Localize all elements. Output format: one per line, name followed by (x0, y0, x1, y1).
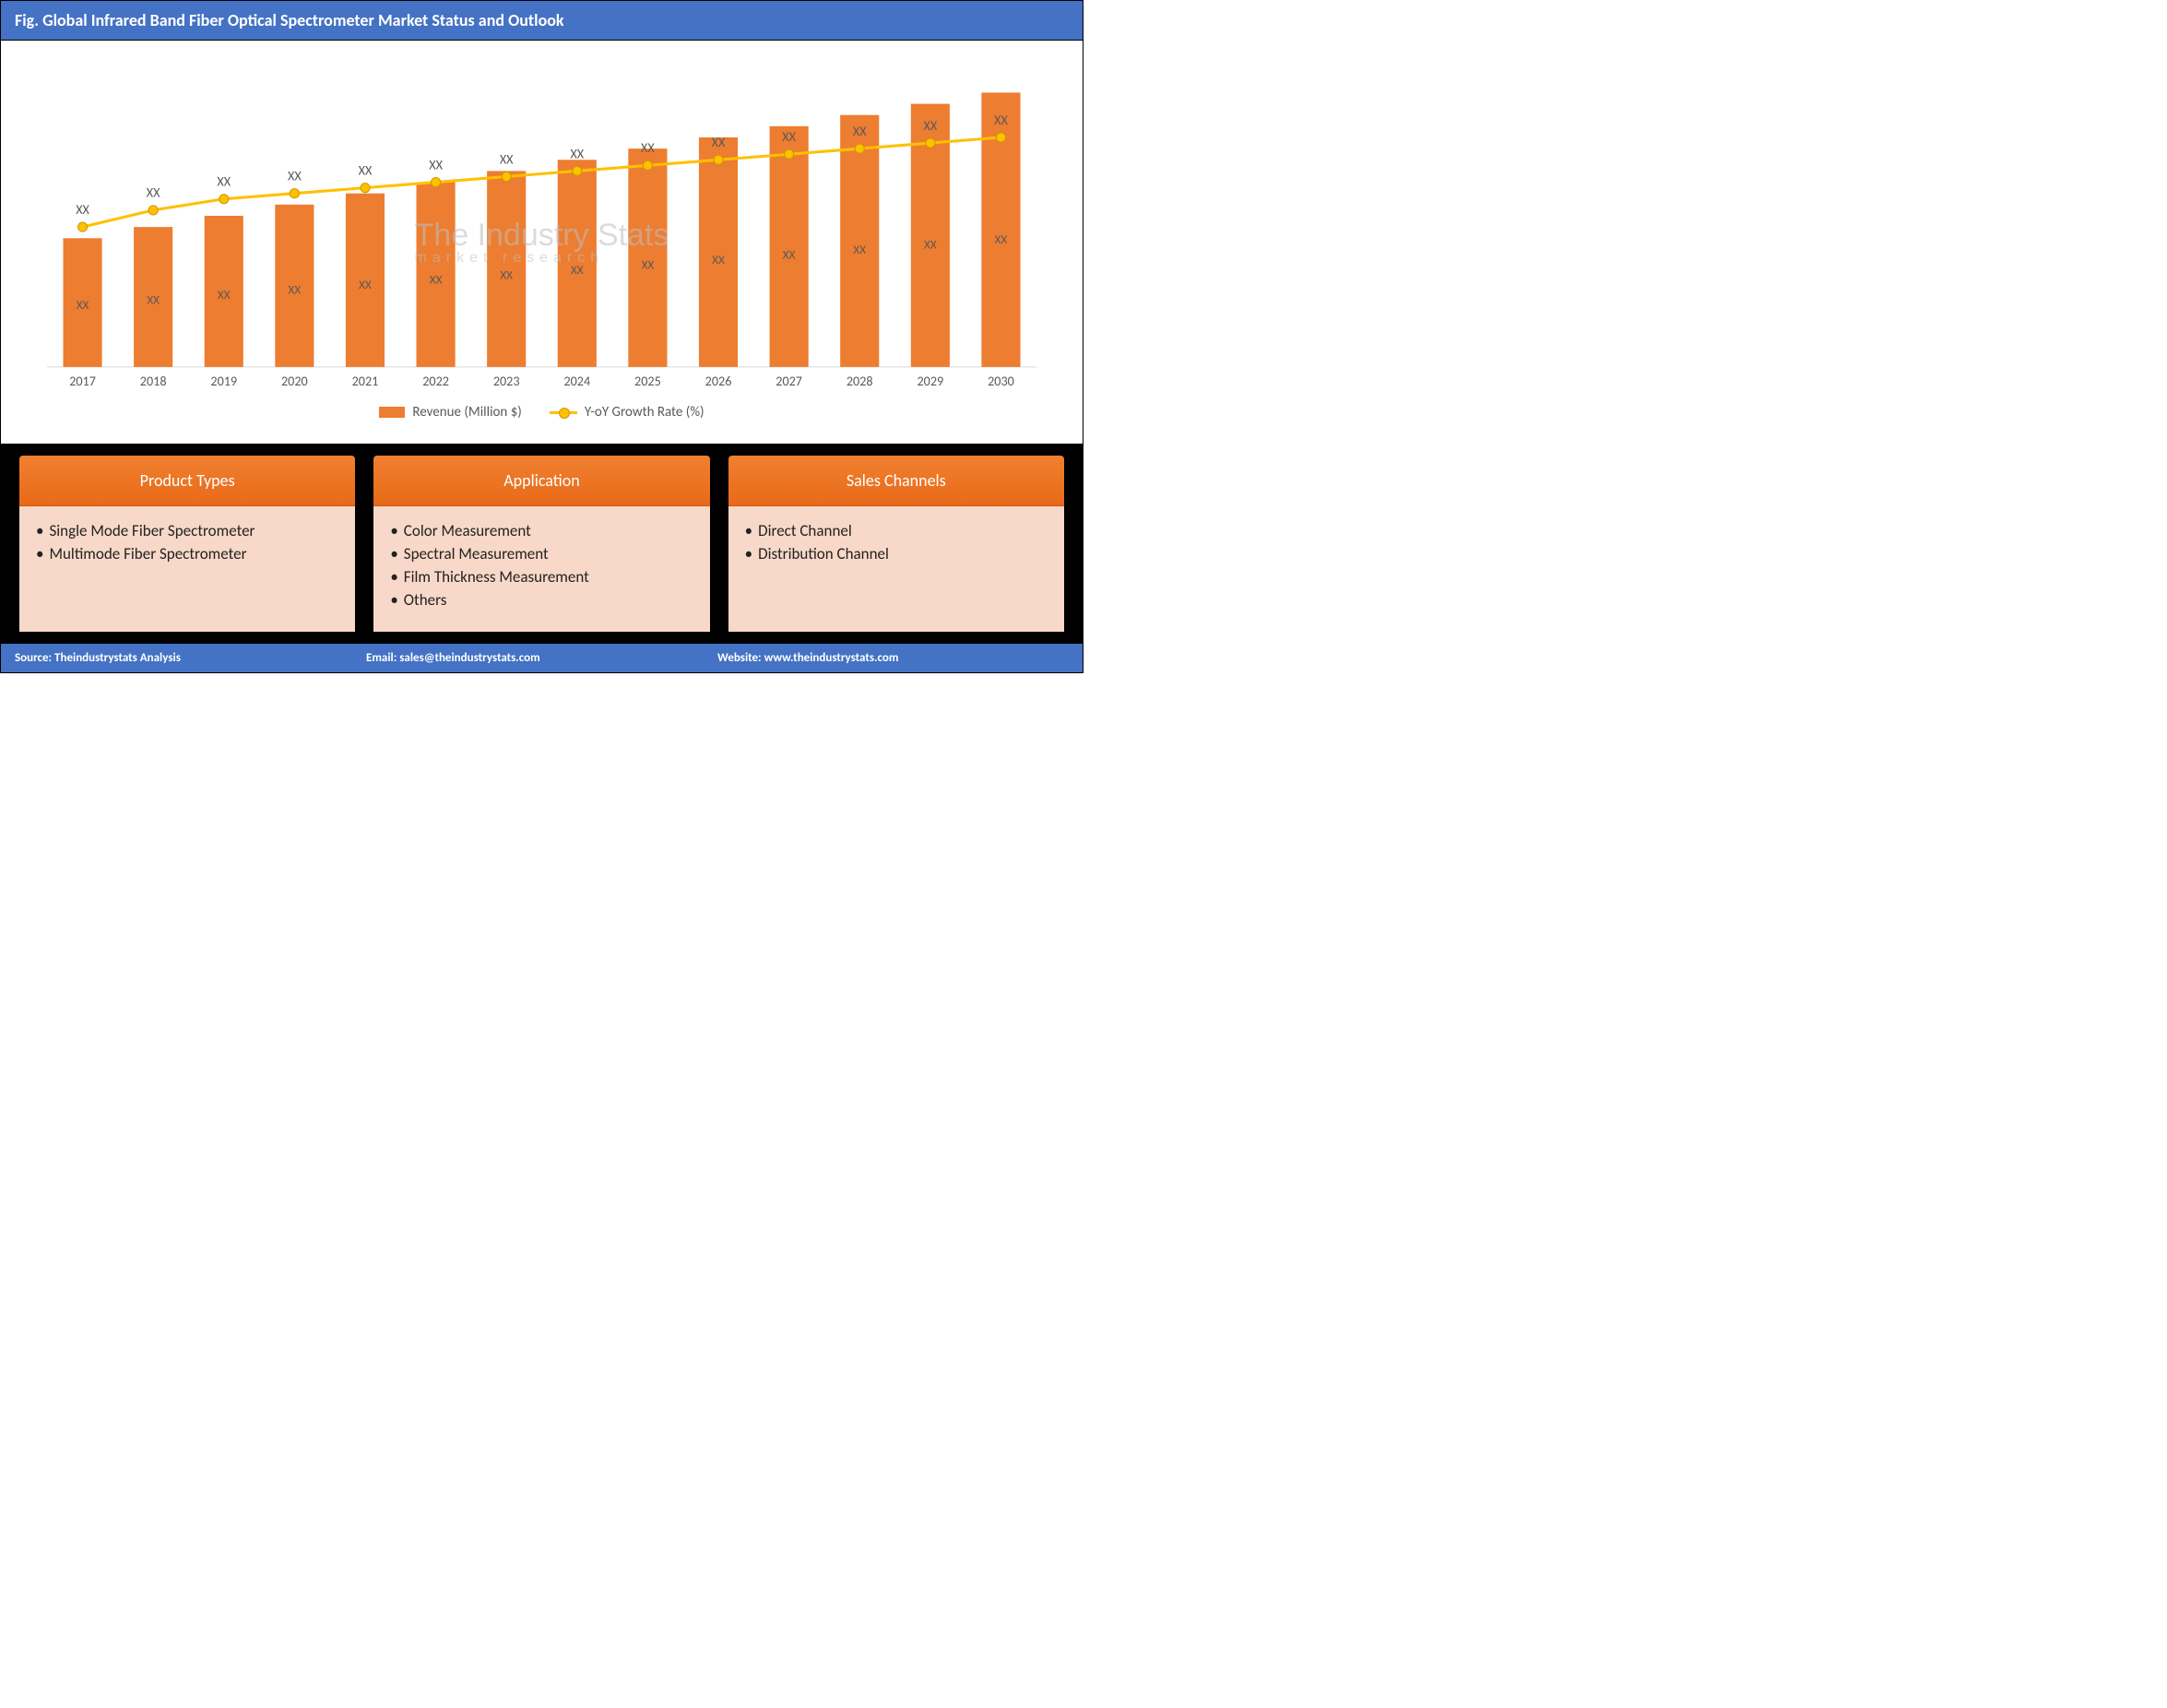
svg-text:XX: XX (77, 297, 89, 313)
svg-text:XX: XX (359, 277, 372, 292)
svg-text:XX: XX (218, 287, 231, 302)
card-body: Single Mode Fiber SpectrometerMultimode … (19, 506, 355, 632)
card-list: Direct ChannelDistribution Channel (745, 519, 1048, 565)
svg-text:XX: XX (853, 242, 866, 257)
card-body: Color MeasurementSpectral MeasurementFil… (373, 506, 709, 632)
figure-title: Fig. Global Infrared Band Fiber Optical … (15, 10, 564, 30)
footer-source: Source: Theindustrystats Analysis (15, 651, 366, 665)
list-item: Film Thickness Measurement (390, 565, 693, 588)
card-header: Product Types (19, 456, 355, 506)
svg-text:XX: XX (500, 151, 514, 167)
svg-text:XX: XX (712, 135, 726, 150)
svg-text:2026: 2026 (705, 374, 732, 389)
svg-text:XX: XX (430, 272, 443, 288)
list-item: Multimode Fiber Spectrometer (36, 542, 338, 565)
svg-text:2024: 2024 (563, 374, 590, 389)
infographic-container: Fig. Global Infrared Band Fiber Optical … (0, 0, 1084, 673)
category-cards-row: Product Types Single Mode Fiber Spectrome… (1, 445, 1083, 643)
legend-label-growth: Y-oY Growth Rate (%) (585, 404, 705, 421)
svg-text:2019: 2019 (210, 374, 237, 389)
svg-text:XX: XX (642, 256, 655, 272)
svg-text:2028: 2028 (847, 374, 873, 389)
svg-text:XX: XX (641, 140, 655, 156)
category-card: Product Types Single Mode Fiber Spectrome… (19, 456, 355, 632)
list-item: Spectral Measurement (390, 542, 693, 565)
legend-swatch-bar-icon (379, 407, 405, 418)
svg-text:XX: XX (500, 267, 513, 282)
svg-text:XX: XX (217, 174, 231, 190)
svg-text:XX: XX (571, 262, 584, 278)
svg-text:XX: XX (924, 236, 937, 252)
svg-text:XX: XX (289, 282, 302, 298)
footer-email: Email: sales@theindustrystats.com (366, 651, 717, 665)
svg-text:2017: 2017 (69, 374, 96, 389)
svg-text:XX: XX (712, 252, 725, 267)
figure-title-bar: Fig. Global Infrared Band Fiber Optical … (1, 1, 1083, 41)
card-list: Color MeasurementSpectral MeasurementFil… (390, 519, 693, 611)
list-item: Others (390, 588, 693, 611)
legend-swatch-line-icon (550, 411, 577, 414)
card-body: Direct ChannelDistribution Channel (728, 506, 1064, 632)
svg-text:XX: XX (429, 157, 443, 172)
svg-text:2029: 2029 (917, 374, 943, 389)
card-header: Sales Channels (728, 456, 1064, 506)
svg-text:XX: XX (147, 292, 160, 308)
svg-text:XX: XX (359, 162, 373, 178)
category-card: Sales Channels Direct ChannelDistribution… (728, 456, 1064, 632)
list-item: Direct Channel (745, 519, 1048, 542)
svg-text:2030: 2030 (988, 374, 1014, 389)
svg-text:XX: XX (783, 246, 796, 262)
svg-text:XX: XX (147, 185, 160, 201)
list-item: Color Measurement (390, 519, 693, 542)
combo-chart: XX XX 2017 XX XX 2018 XX XX 2019 XX XX 2020 XX XX 2021… (29, 59, 1055, 395)
svg-text:XX: XX (853, 124, 867, 139)
footer-bar: Source: Theindustrystats Analysis Email:… (1, 643, 1083, 672)
legend-label-revenue: Revenue (Million $) (412, 404, 521, 421)
svg-text:XX: XX (782, 129, 796, 145)
legend-item-revenue: Revenue (Million $) (379, 404, 521, 421)
svg-text:XX: XX (570, 146, 584, 161)
svg-text:XX: XX (994, 113, 1008, 128)
svg-text:2018: 2018 (140, 374, 167, 389)
svg-text:2021: 2021 (352, 374, 379, 389)
svg-text:XX: XX (995, 231, 1008, 247)
svg-text:2020: 2020 (281, 374, 308, 389)
chart-area: XX XX 2017 XX XX 2018 XX XX 2019 XX XX 2020 XX XX 2021… (1, 41, 1083, 445)
chart-legend: Revenue (Million $) Y-oY Growth Rate (%) (29, 395, 1055, 434)
svg-text:2025: 2025 (634, 374, 661, 389)
legend-item-growth: Y-oY Growth Rate (%) (550, 404, 705, 421)
card-header: Application (373, 456, 709, 506)
card-list: Single Mode Fiber SpectrometerMultimode … (36, 519, 338, 565)
svg-text:XX: XX (288, 169, 302, 184)
category-card: Application Color MeasurementSpectral Mea… (373, 456, 709, 632)
svg-text:2027: 2027 (776, 374, 802, 389)
list-item: Distribution Channel (745, 542, 1048, 565)
svg-text:XX: XX (76, 202, 89, 218)
svg-text:2023: 2023 (493, 374, 520, 389)
svg-text:XX: XX (923, 118, 937, 134)
list-item: Single Mode Fiber Spectrometer (36, 519, 338, 542)
svg-text:2022: 2022 (422, 374, 449, 389)
footer-website: Website: www.theindustrystats.com (717, 651, 1069, 665)
